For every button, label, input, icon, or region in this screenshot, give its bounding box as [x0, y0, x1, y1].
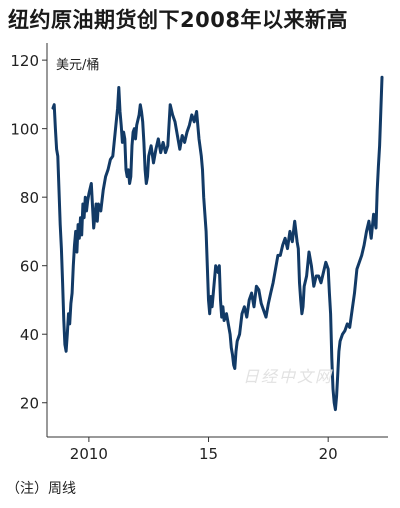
y-tick-label: 80	[20, 189, 39, 207]
y-tick-label: 20	[20, 395, 39, 413]
y-tick-label: 100	[10, 121, 39, 139]
axis-ticks: 20 40 60 80 100 120 2010 15 20	[10, 52, 337, 463]
y-axis-unit-label: 美元/桶	[56, 58, 99, 73]
chart-title: 纽约原油期货创下2008年以来新高	[8, 8, 348, 32]
y-tick-label: 40	[20, 326, 39, 344]
x-tick-label: 2010	[70, 445, 108, 463]
watermark-logo: 日经中文网	[243, 367, 334, 386]
series-layer	[51, 75, 384, 412]
chart-axes	[46, 43, 388, 438]
footnote: （注）周线	[6, 481, 76, 497]
x-tick-label: 15	[199, 445, 218, 463]
x-tick-label: 20	[319, 445, 338, 463]
y-tick-label: 60	[20, 258, 39, 276]
price-series-line	[51, 75, 384, 412]
y-tick-label: 120	[10, 52, 39, 70]
